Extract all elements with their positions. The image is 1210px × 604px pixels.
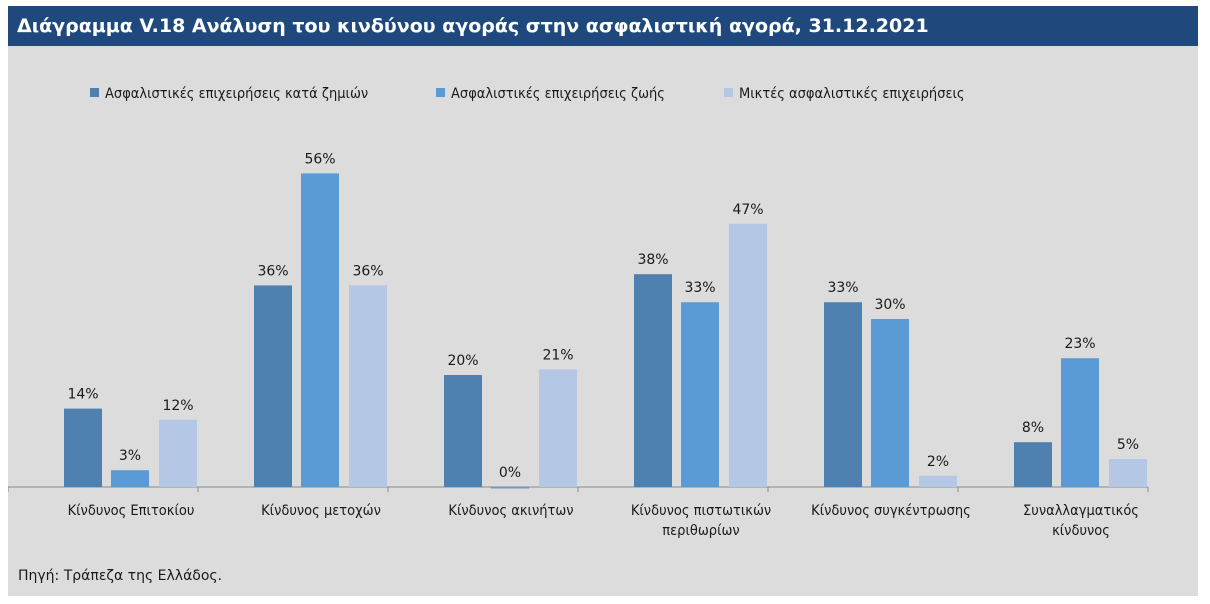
legend-item-mixed: Μικτές ασφαλιστικές επιχειρήσεις xyxy=(724,84,965,104)
bar xyxy=(301,173,339,487)
x-tick-label: Κίνδυνος Επιτοκίου xyxy=(68,503,195,519)
bar xyxy=(1061,358,1099,487)
bar xyxy=(64,408,102,487)
bar xyxy=(539,369,577,487)
bar xyxy=(444,375,482,487)
legend-label-non-life: Ασφαλιστικές επιχειρήσεις κατά ζημιών xyxy=(105,86,369,102)
data-label: 33% xyxy=(827,280,858,296)
legend-swatch-non-life xyxy=(90,88,99,97)
bar xyxy=(729,223,767,488)
bar xyxy=(824,302,862,487)
bar xyxy=(681,302,719,487)
bar xyxy=(349,285,387,487)
data-label: 47% xyxy=(732,202,763,218)
legend-swatch-life xyxy=(436,88,445,97)
data-label: 5% xyxy=(1117,437,1139,453)
data-label: 36% xyxy=(352,263,383,279)
bar xyxy=(634,274,672,487)
data-label: 38% xyxy=(637,252,668,268)
x-tick-label: Συναλλαγματικός xyxy=(1023,503,1139,519)
legend-item-non-life: Ασφαλιστικές επιχειρήσεις κατά ζημιών xyxy=(90,84,368,104)
data-label: 33% xyxy=(684,280,715,296)
bar xyxy=(491,487,529,489)
x-tick-label: Κίνδυνος μετοχών xyxy=(261,503,381,519)
data-label: 2% xyxy=(927,454,949,470)
data-label: 12% xyxy=(162,398,193,414)
data-label: 3% xyxy=(119,448,141,464)
x-tick-label: Κίνδυνος ακινήτων xyxy=(448,503,573,519)
data-label: 36% xyxy=(257,263,288,279)
data-label: 0% xyxy=(499,465,521,481)
bar xyxy=(111,470,149,487)
x-tick-label: κίνδυνος xyxy=(1052,523,1110,539)
data-label: 30% xyxy=(874,297,905,313)
legend: Ασφαλιστικές επιχειρήσεις κατά ζημιών Ασ… xyxy=(8,84,1198,104)
x-tick-label: περιθωρίων xyxy=(662,523,739,539)
data-label: 21% xyxy=(542,347,573,363)
legend-label-mixed: Μικτές ασφαλιστικές επιχειρήσεις xyxy=(739,86,965,102)
bar xyxy=(159,419,197,487)
bar xyxy=(1014,442,1052,487)
data-label: 14% xyxy=(67,387,98,403)
bar xyxy=(919,475,957,487)
chart-panel: Διάγραμμα V.18 Ανάλυση του κινδύνου αγορ… xyxy=(8,6,1198,596)
data-label: 56% xyxy=(304,151,335,167)
legend-label-life: Ασφαλιστικές επιχειρήσεις ζωής xyxy=(451,86,665,102)
legend-item-life: Ασφαλιστικές επιχειρήσεις ζωής xyxy=(436,84,665,104)
legend-swatch-mixed xyxy=(724,88,733,97)
data-label: 8% xyxy=(1022,420,1044,436)
data-label: 23% xyxy=(1064,336,1095,352)
bar xyxy=(871,319,909,487)
x-tick-label: Κίνδυνος συγκέντρωσης xyxy=(811,503,971,519)
chart-title: Διάγραμμα V.18 Ανάλυση του κινδύνου αγορ… xyxy=(8,6,1198,46)
bar-chart: 14% 3% 12% Κίνδυνος Επιτοκίου 36% 56% 36% Κίνδυ… xyxy=(8,151,1149,539)
data-label: 20% xyxy=(447,353,478,369)
x-tick-label: Κίνδυνος πιστωτικών xyxy=(631,503,771,519)
bar xyxy=(1109,459,1147,487)
bar xyxy=(254,285,292,487)
source-note: Πηγή: Τράπεζα της Ελλάδος. xyxy=(18,568,223,584)
